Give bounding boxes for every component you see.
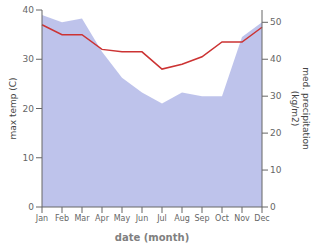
- svg-text:20: 20: [270, 128, 282, 138]
- svg-text:date (month): date (month): [115, 232, 189, 243]
- svg-text:Jul: Jul: [156, 214, 167, 223]
- svg-text:20: 20: [23, 104, 35, 114]
- svg-text:max temp (C): max temp (C): [8, 77, 18, 139]
- svg-text:med. precipitation(kg/m2): med. precipitation(kg/m2): [290, 67, 311, 149]
- svg-text:Aug: Aug: [174, 214, 190, 223]
- svg-text:10: 10: [270, 165, 282, 175]
- svg-text:Nov: Nov: [234, 214, 250, 223]
- svg-text:May: May: [114, 214, 131, 223]
- svg-text:Jun: Jun: [135, 214, 149, 223]
- svg-text:50: 50: [270, 17, 282, 27]
- svg-text:10: 10: [23, 153, 35, 163]
- svg-text:40: 40: [23, 5, 35, 15]
- svg-text:30: 30: [270, 91, 282, 101]
- svg-text:0: 0: [28, 202, 34, 212]
- svg-text:Dec: Dec: [254, 214, 269, 223]
- svg-text:Oct: Oct: [215, 214, 229, 223]
- svg-text:0: 0: [270, 202, 276, 212]
- svg-text:Mar: Mar: [74, 214, 90, 223]
- svg-text:Jan: Jan: [35, 214, 48, 223]
- svg-text:30: 30: [23, 54, 35, 64]
- svg-text:Feb: Feb: [55, 214, 69, 223]
- svg-text:Sep: Sep: [194, 214, 209, 223]
- svg-text:40: 40: [270, 54, 282, 64]
- svg-text:Apr: Apr: [95, 214, 110, 223]
